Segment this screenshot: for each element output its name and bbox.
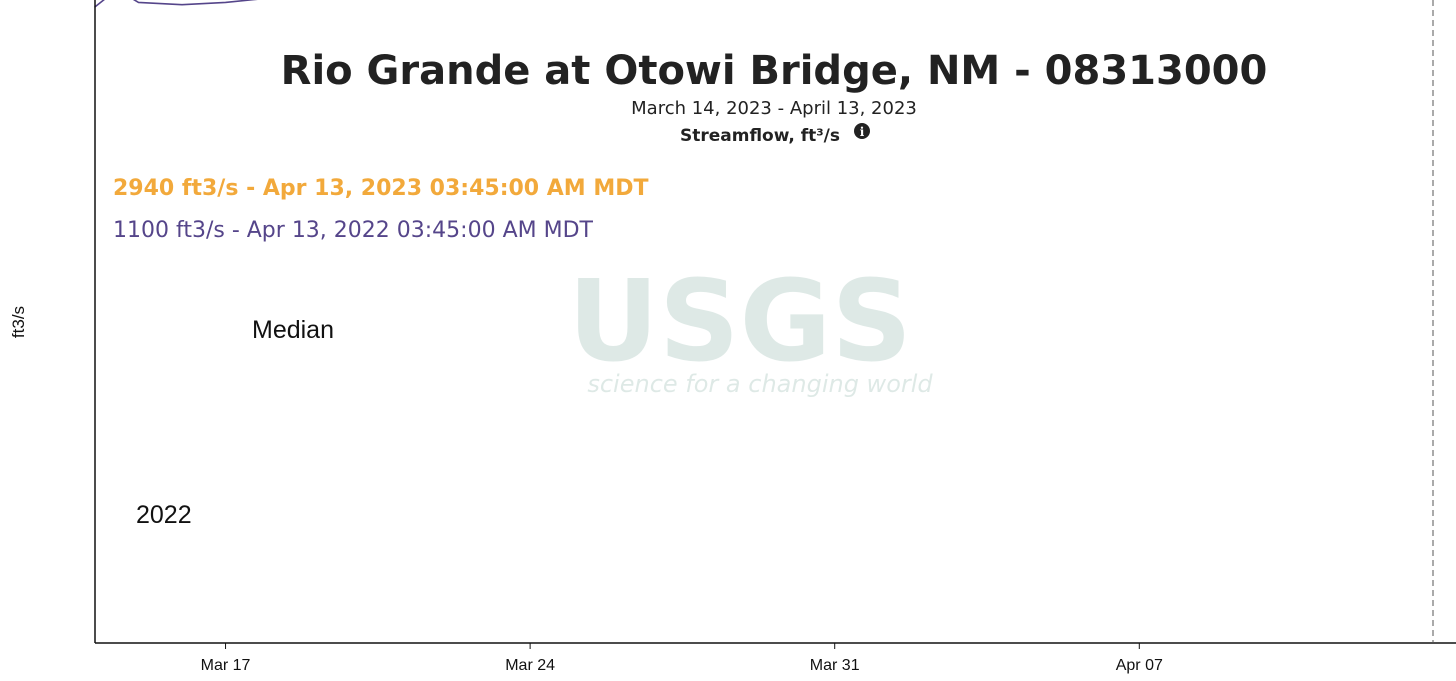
x-tick-label: Apr 07 bbox=[1116, 657, 1163, 674]
legend-previous-value: 1100 ft3/s - Apr 13, 2022 03:45:00 AM MD… bbox=[113, 218, 594, 243]
legend-current-value: 2940 ft3/s - Apr 13, 2023 03:45:00 AM MD… bbox=[113, 176, 649, 201]
median-annotation: Median bbox=[252, 316, 334, 344]
svg-text:i: i bbox=[860, 125, 865, 139]
series-line-2022 bbox=[94, 0, 258, 8]
usgs-watermark: USGS science for a changing world bbox=[568, 257, 934, 398]
series-layer bbox=[94, 0, 258, 8]
year-2022-annotation: 2022 bbox=[136, 501, 192, 529]
watermark-logo: USGS bbox=[568, 257, 912, 387]
chart-title: Rio Grande at Otowi Bridge, NM - 0831300… bbox=[281, 48, 1268, 94]
x-tick-label: Mar 17 bbox=[201, 657, 251, 674]
info-icon[interactable]: i bbox=[854, 123, 870, 139]
title-backdrop bbox=[333, 38, 1231, 150]
y-axis-label: ft3/s bbox=[9, 306, 28, 338]
chart-subtitle: March 14, 2023 - April 13, 2023 bbox=[631, 98, 917, 119]
parameter-label: Streamflow, ft³/s bbox=[680, 126, 840, 146]
x-tick-label: Mar 24 bbox=[505, 657, 555, 674]
watermark-tagline: science for a changing world bbox=[587, 370, 933, 398]
x-tick-label: Mar 31 bbox=[810, 657, 860, 674]
